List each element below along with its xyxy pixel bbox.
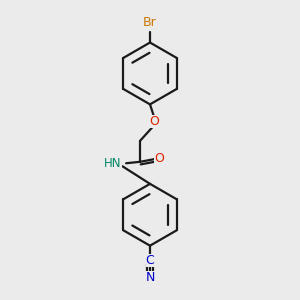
Text: N: N <box>145 271 155 284</box>
Text: C: C <box>146 254 154 267</box>
Text: Br: Br <box>143 16 157 29</box>
Text: O: O <box>149 115 159 128</box>
Text: HN: HN <box>104 157 122 170</box>
Text: O: O <box>154 152 164 165</box>
